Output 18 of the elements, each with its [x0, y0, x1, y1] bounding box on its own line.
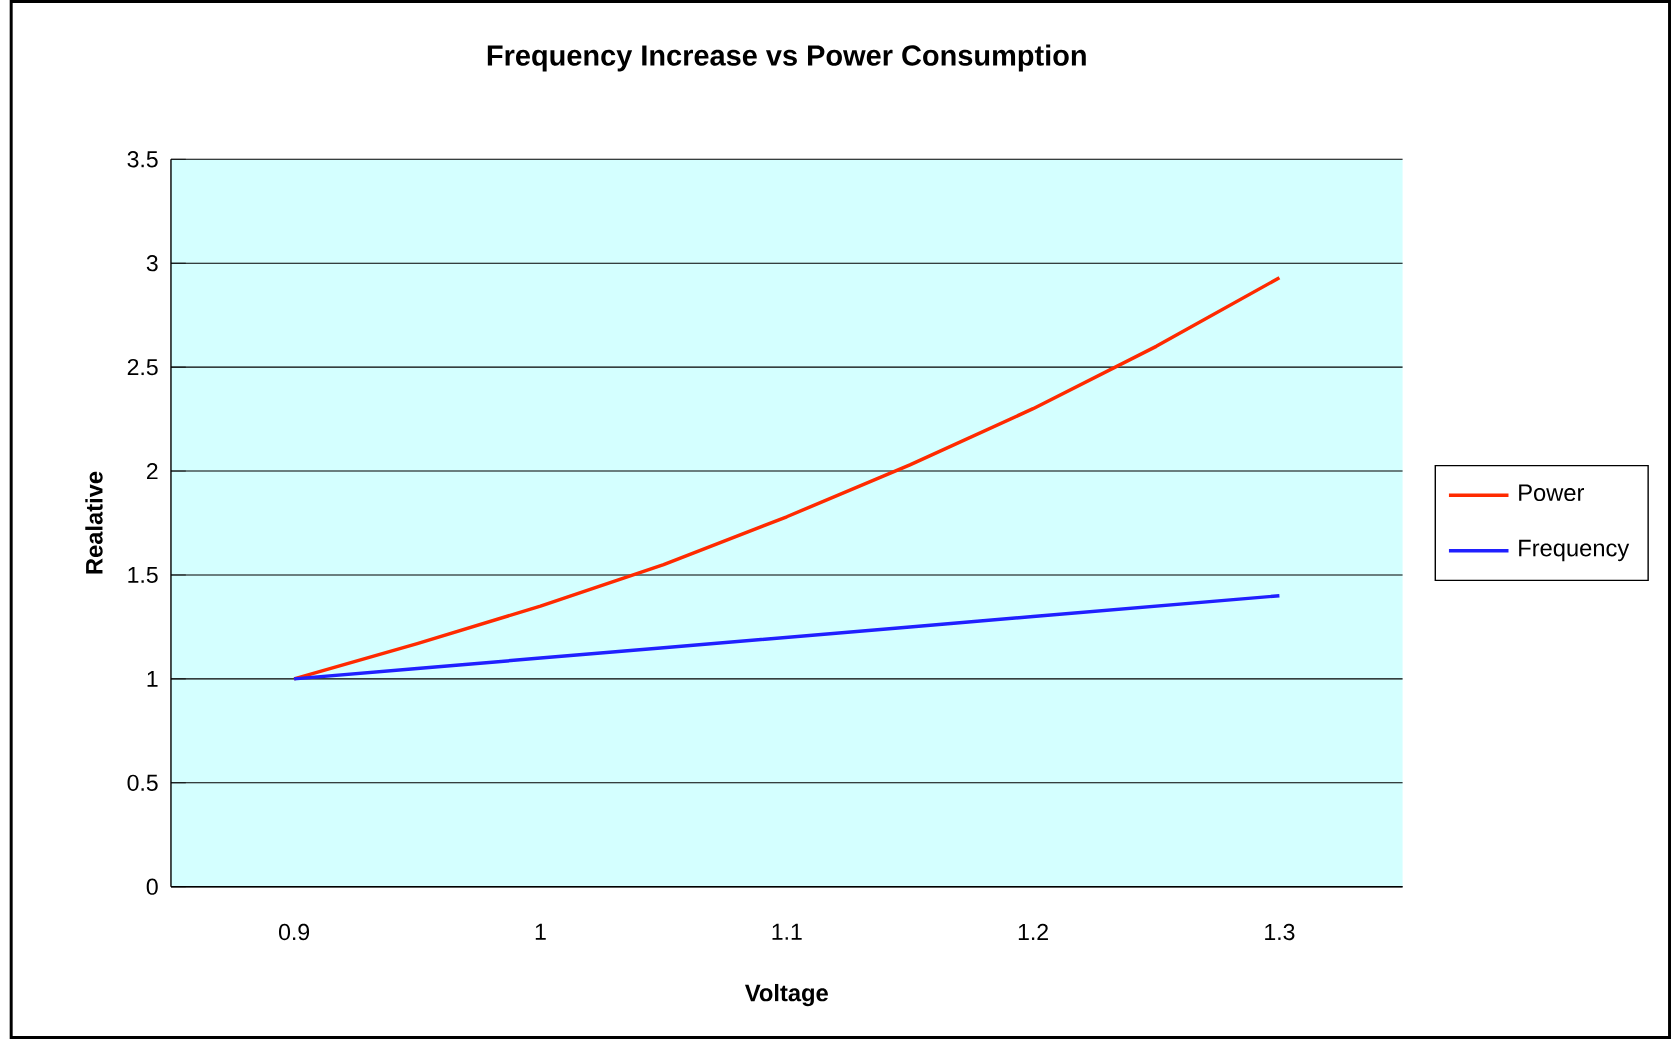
- y-tick-label: 2.5: [127, 358, 158, 376]
- y-tick-label: 3.5: [127, 151, 158, 168]
- x-tick-label: 1.1: [772, 923, 802, 940]
- y-tick-label: 3: [146, 255, 158, 272]
- legend-label: Frequency: [1519, 539, 1630, 562]
- x-tick-label: 0.9: [279, 923, 310, 941]
- y-tick-label: 0.5: [127, 774, 158, 791]
- legend-label: Power: [1519, 484, 1585, 502]
- x-tick-label: 1.2: [1018, 923, 1048, 940]
- y-tick-label: 1: [147, 670, 158, 687]
- y-tick-label: 2: [146, 462, 158, 480]
- y-tick-label: 1.5: [128, 566, 158, 583]
- y-tick-label: 0: [146, 878, 158, 895]
- x-tick-label: 1: [535, 923, 546, 940]
- x-tick-label: 1.3: [1265, 923, 1295, 941]
- x-axis-title: Voltage: [744, 983, 828, 1007]
- y-axis-title: Realative: [85, 471, 103, 574]
- chart-title: Frequency Increase vs Power Consumption: [487, 44, 1086, 72]
